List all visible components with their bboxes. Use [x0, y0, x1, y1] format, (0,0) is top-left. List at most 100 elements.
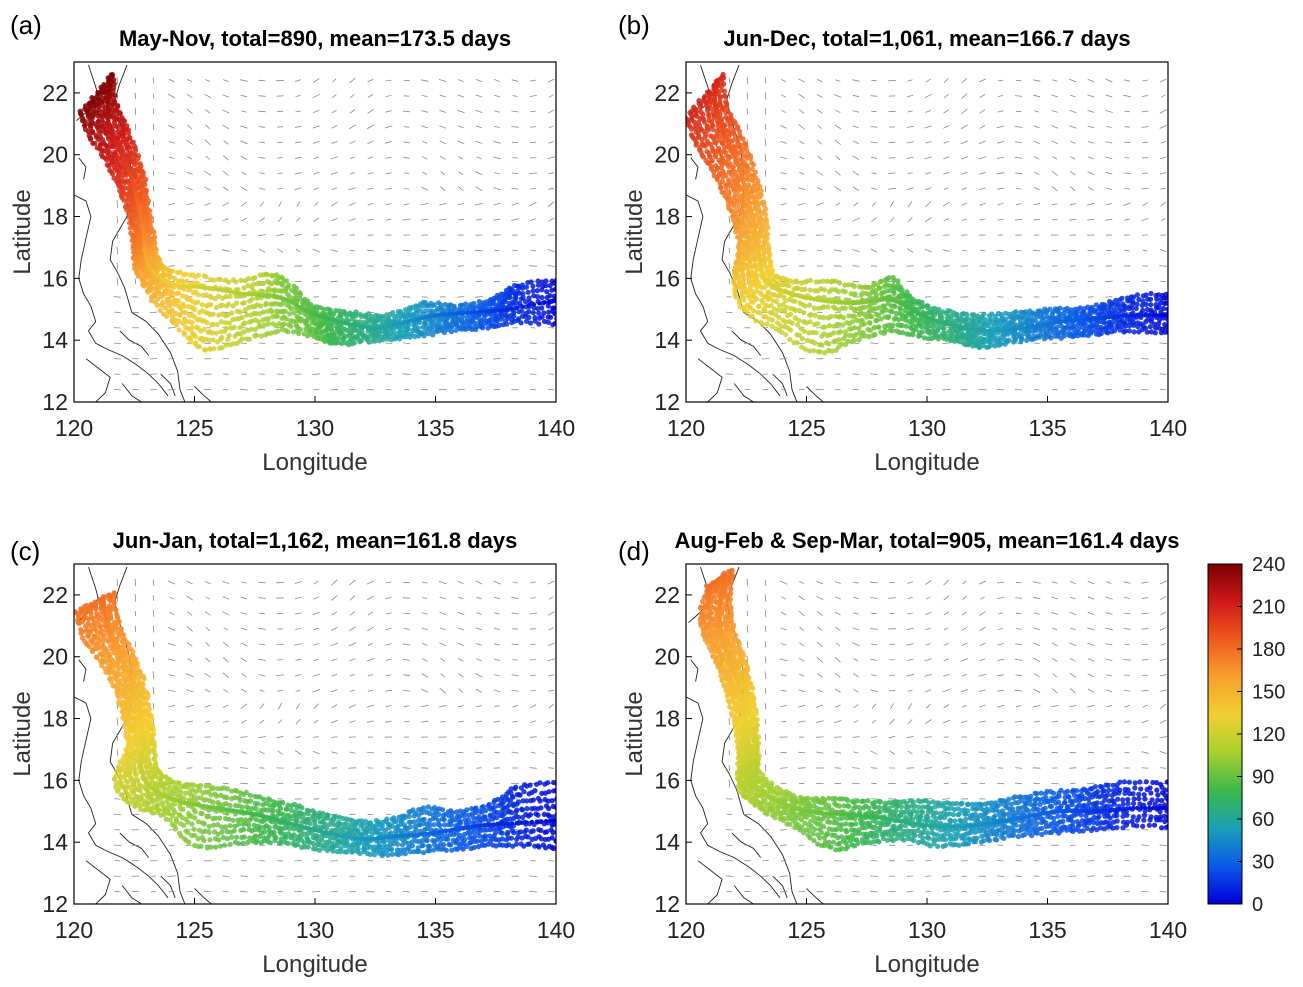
current-arrow — [187, 359, 193, 360]
current-arrow — [997, 250, 1005, 251]
current-arrow — [494, 219, 501, 220]
trajectory-point — [532, 302, 536, 306]
current-arrow — [530, 127, 536, 128]
current-arrow — [907, 157, 914, 159]
current-arrow — [440, 187, 445, 191]
current-arrow — [798, 188, 805, 190]
current-arrow — [457, 141, 464, 144]
current-arrow — [729, 248, 730, 254]
current-arrow — [331, 374, 337, 375]
current-arrow — [907, 173, 912, 174]
current-arrow — [530, 80, 536, 81]
current-arrow — [493, 142, 501, 144]
current-arrow — [385, 188, 391, 189]
current-arrow — [1015, 374, 1022, 375]
current-arrow — [1106, 79, 1113, 82]
current-arrow — [404, 204, 409, 205]
coastline — [807, 387, 824, 403]
current-arrow — [834, 250, 841, 252]
current-arrow — [457, 389, 465, 390]
trajectory-point — [822, 287, 827, 292]
trajectory-point — [782, 309, 787, 314]
current-arrow — [944, 141, 949, 143]
current-arrow — [403, 374, 411, 375]
current-arrow — [512, 142, 518, 143]
trajectory-point — [423, 321, 428, 326]
current-arrow — [241, 187, 248, 191]
current-arrow — [1052, 250, 1058, 251]
current-arrow — [1015, 266, 1023, 267]
trajectory-point — [1123, 307, 1128, 312]
current-arrow — [494, 111, 500, 113]
current-arrow — [494, 79, 499, 81]
current-arrow — [853, 281, 859, 282]
current-arrow — [114, 312, 121, 313]
current-arrow — [852, 250, 859, 252]
trajectory-point — [1102, 320, 1107, 325]
trajectory-point — [559, 304, 564, 309]
current-arrow — [458, 172, 463, 175]
current-arrow — [835, 140, 841, 145]
trajectory-point — [1012, 316, 1017, 321]
trajectory-point — [258, 303, 263, 308]
current-arrow — [1087, 389, 1094, 390]
current-arrow — [511, 188, 518, 189]
current-arrow — [458, 250, 465, 251]
current-arrow — [332, 297, 337, 298]
current-arrow — [475, 250, 483, 251]
trajectory-point — [113, 93, 118, 98]
trajectory-point — [752, 257, 757, 262]
current-arrow — [1069, 79, 1076, 82]
current-arrow — [458, 186, 463, 191]
current-arrow — [835, 110, 840, 113]
current-arrow — [205, 203, 211, 205]
current-arrow — [798, 250, 806, 251]
current-arrow — [943, 250, 950, 252]
current-arrow — [331, 157, 338, 159]
current-arrow — [836, 156, 841, 160]
trajectory-point — [243, 320, 248, 325]
current-arrow — [853, 389, 859, 390]
current-arrow — [530, 359, 537, 360]
current-arrow — [135, 124, 136, 130]
current-arrow — [135, 108, 136, 116]
current-arrow — [205, 171, 211, 175]
current-arrow — [403, 250, 410, 251]
trajectory-point — [705, 128, 710, 133]
current-arrow — [835, 80, 840, 82]
current-arrow — [494, 95, 500, 97]
current-arrow — [925, 359, 931, 360]
current-arrow — [1070, 343, 1076, 344]
current-arrow — [187, 188, 193, 190]
trajectory-point — [181, 304, 186, 309]
current-arrow — [313, 389, 319, 390]
current-arrow — [925, 142, 931, 144]
current-arrow — [1124, 142, 1131, 143]
current-arrow — [765, 154, 766, 162]
current-arrow — [853, 171, 859, 175]
current-arrow — [781, 110, 786, 113]
x-axis-label: Longitude — [262, 449, 367, 476]
current-arrow — [313, 249, 320, 252]
current-arrow — [1034, 156, 1039, 159]
current-arrow — [979, 79, 986, 82]
current-arrow — [169, 266, 175, 267]
trajectory-point — [828, 314, 833, 319]
trajectory-point — [505, 307, 509, 311]
current-arrow — [1070, 172, 1075, 176]
current-arrow — [1033, 95, 1040, 97]
current-arrow — [114, 389, 121, 390]
trajectory-point — [275, 314, 280, 319]
current-arrow — [350, 157, 355, 159]
current-arrow — [729, 279, 730, 285]
trajectory-point — [554, 316, 559, 321]
current-arrow — [1070, 389, 1077, 390]
trajectory-point — [965, 316, 970, 321]
trajectory-point — [537, 301, 541, 305]
current-arrow — [278, 188, 283, 189]
trajectory-point — [536, 321, 541, 326]
trajectory-point — [892, 291, 897, 296]
current-arrow — [475, 95, 482, 97]
trajectory-point — [843, 306, 848, 311]
